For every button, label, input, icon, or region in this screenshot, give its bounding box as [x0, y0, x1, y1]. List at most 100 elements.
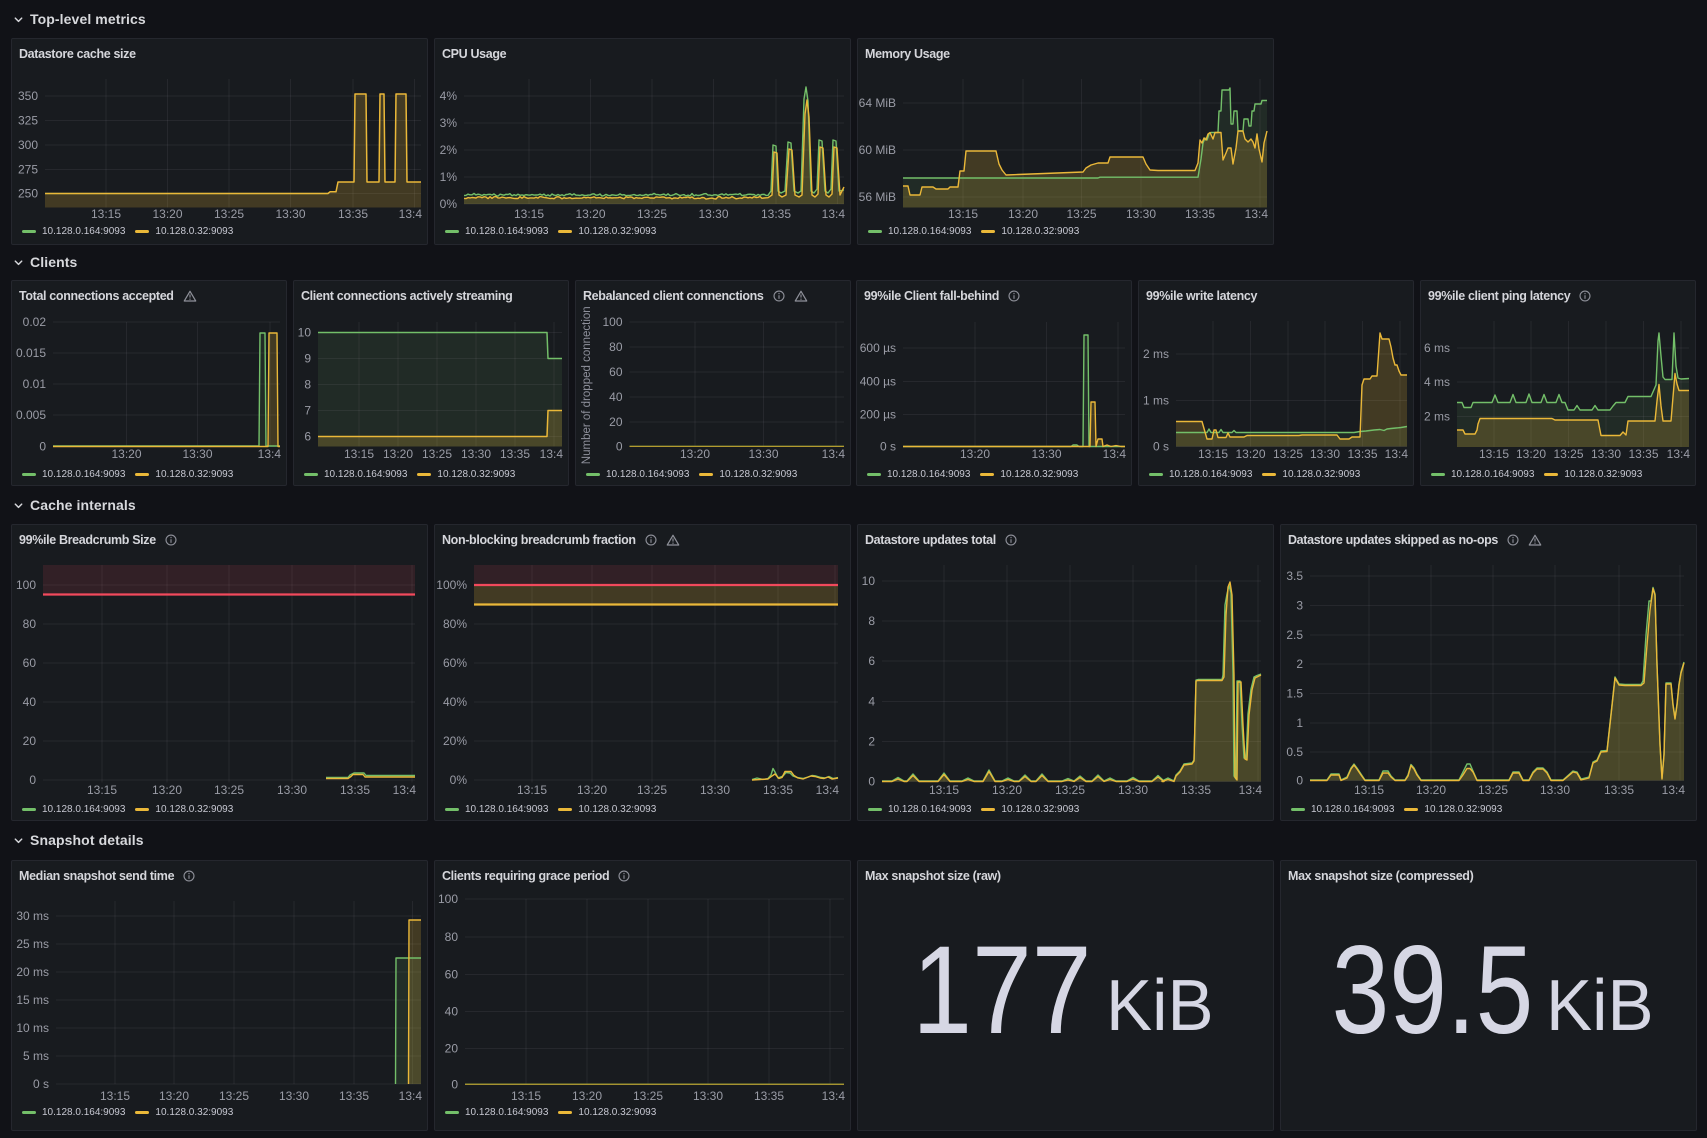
svg-text:13:20: 13:20: [1235, 447, 1265, 461]
svg-text:0.015: 0.015: [16, 346, 46, 360]
svg-text:2 ms: 2 ms: [1143, 347, 1169, 361]
svg-text:13:30: 13:30: [1031, 447, 1061, 461]
svg-text:100%: 100%: [436, 578, 467, 592]
svg-text:10 ms: 10 ms: [16, 1021, 49, 1035]
svg-text:0.5: 0.5: [1286, 745, 1303, 759]
svg-text:13:25: 13:25: [637, 783, 667, 797]
svg-text:0 s: 0 s: [33, 1077, 49, 1091]
svg-text:100: 100: [602, 315, 622, 329]
svg-text:13:4: 13:4: [1667, 447, 1691, 461]
svg-text:250: 250: [18, 187, 38, 201]
svg-text:13:30: 13:30: [182, 447, 212, 461]
svg-text:13:4: 13:4: [816, 783, 840, 797]
svg-text:13:15: 13:15: [87, 783, 117, 797]
svg-text:13:30: 13:30: [1591, 447, 1621, 461]
svg-text:13:35: 13:35: [1181, 783, 1211, 797]
svg-text:13:4: 13:4: [399, 207, 423, 221]
svg-text:13:35: 13:35: [340, 783, 370, 797]
svg-text:7: 7: [304, 404, 311, 418]
svg-text:13:15: 13:15: [514, 207, 544, 221]
svg-text:350: 350: [18, 89, 38, 103]
svg-text:13:4: 13:4: [1662, 783, 1686, 797]
svg-text:80: 80: [609, 340, 623, 354]
svg-text:13:25: 13:25: [1066, 207, 1096, 221]
svg-text:80%: 80%: [443, 617, 467, 631]
svg-text:300: 300: [18, 138, 38, 152]
svg-text:0: 0: [616, 440, 623, 454]
svg-text:0 s: 0 s: [1153, 440, 1169, 454]
svg-text:9: 9: [304, 352, 311, 366]
svg-text:20 ms: 20 ms: [16, 965, 49, 979]
svg-text:13:30: 13:30: [1540, 783, 1570, 797]
svg-text:2 ms: 2 ms: [1424, 410, 1450, 424]
svg-text:4 ms: 4 ms: [1424, 375, 1450, 389]
svg-text:0%: 0%: [440, 197, 458, 211]
svg-text:13:35: 13:35: [1604, 783, 1634, 797]
svg-text:13:20: 13:20: [960, 447, 990, 461]
svg-text:13:4: 13:4: [258, 447, 282, 461]
svg-text:13:35: 13:35: [339, 1089, 369, 1103]
svg-text:0.01: 0.01: [23, 377, 47, 391]
svg-text:0.02: 0.02: [23, 315, 47, 329]
svg-text:0: 0: [39, 440, 46, 454]
svg-text:13:35: 13:35: [1347, 447, 1377, 461]
svg-text:6: 6: [868, 654, 875, 668]
svg-text:1 ms: 1 ms: [1143, 394, 1169, 408]
svg-text:13:25: 13:25: [1553, 447, 1583, 461]
svg-text:13:4: 13:4: [1245, 207, 1269, 221]
svg-text:13:30: 13:30: [1126, 207, 1156, 221]
svg-text:13:15: 13:15: [929, 783, 959, 797]
svg-text:40: 40: [445, 1005, 459, 1019]
svg-text:1.5: 1.5: [1286, 687, 1303, 701]
svg-text:13:15: 13:15: [1354, 783, 1384, 797]
svg-text:13:15: 13:15: [344, 447, 374, 461]
svg-text:200 µs: 200 µs: [860, 408, 896, 422]
svg-text:13:4: 13:4: [1239, 783, 1263, 797]
svg-text:13:20: 13:20: [577, 783, 607, 797]
svg-text:13:35: 13:35: [754, 1089, 784, 1103]
svg-text:13:15: 13:15: [91, 207, 121, 221]
svg-text:13:20: 13:20: [159, 1089, 189, 1103]
svg-text:6 ms: 6 ms: [1424, 341, 1450, 355]
svg-text:13:35: 13:35: [338, 207, 368, 221]
svg-text:13:4: 13:4: [1385, 447, 1409, 461]
svg-text:0: 0: [868, 775, 875, 789]
svg-text:13:35: 13:35: [500, 447, 530, 461]
svg-text:13:25: 13:25: [1055, 783, 1085, 797]
svg-text:13:25: 13:25: [422, 447, 452, 461]
svg-text:13:20: 13:20: [1516, 447, 1546, 461]
svg-text:25 ms: 25 ms: [16, 937, 49, 951]
svg-text:56 MiB: 56 MiB: [859, 190, 896, 204]
svg-text:13:15: 13:15: [100, 1089, 130, 1103]
svg-text:3%: 3%: [440, 116, 458, 130]
svg-text:13:30: 13:30: [279, 1089, 309, 1103]
svg-text:0.005: 0.005: [16, 408, 46, 422]
svg-text:13:20: 13:20: [152, 207, 182, 221]
svg-text:10: 10: [862, 574, 876, 588]
svg-text:13:30: 13:30: [275, 207, 305, 221]
svg-text:20: 20: [23, 734, 37, 748]
svg-text:30 ms: 30 ms: [16, 909, 49, 923]
svg-text:1%: 1%: [440, 170, 458, 184]
svg-text:60: 60: [445, 968, 459, 982]
svg-text:0%: 0%: [450, 773, 468, 787]
svg-text:13:15: 13:15: [511, 1089, 541, 1103]
svg-text:400 µs: 400 µs: [860, 375, 896, 389]
svg-text:40: 40: [609, 390, 623, 404]
svg-text:13:30: 13:30: [698, 207, 728, 221]
svg-text:64 MiB: 64 MiB: [859, 96, 896, 110]
svg-text:13:30: 13:30: [700, 783, 730, 797]
svg-text:0: 0: [451, 1078, 458, 1092]
svg-text:13:20: 13:20: [575, 207, 605, 221]
svg-text:325: 325: [18, 114, 38, 128]
svg-text:13:15: 13:15: [948, 207, 978, 221]
svg-text:2: 2: [1296, 657, 1303, 671]
svg-text:13:15: 13:15: [1479, 447, 1509, 461]
svg-text:2%: 2%: [440, 143, 458, 157]
svg-text:600 µs: 600 µs: [860, 341, 896, 355]
svg-text:8: 8: [868, 614, 875, 628]
svg-text:13:4: 13:4: [399, 1089, 423, 1103]
svg-text:13:35: 13:35: [761, 207, 791, 221]
svg-text:13:15: 13:15: [517, 783, 547, 797]
svg-text:13:4: 13:4: [822, 207, 846, 221]
